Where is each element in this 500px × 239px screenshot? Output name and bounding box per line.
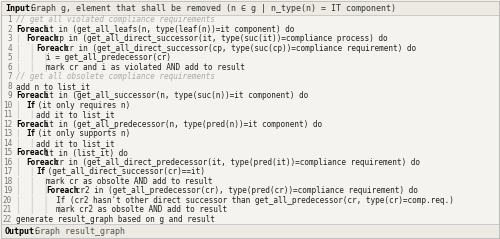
Text: |  |  |: | | |: [16, 53, 58, 62]
Text: Foreach: Foreach: [16, 120, 48, 129]
Text: 18: 18: [3, 177, 12, 186]
Text: |  |: | |: [16, 139, 44, 148]
Text: 8: 8: [8, 82, 12, 91]
Text: |  |  |  |: | | | |: [16, 205, 72, 214]
Text: Graph g, element that shall be removed (n ∈ g | n_type(n) = IT component): Graph g, element that shall be removed (…: [26, 4, 396, 12]
Text: 13: 13: [3, 129, 12, 138]
Text: 14: 14: [3, 139, 12, 148]
Text: If: If: [26, 129, 36, 138]
Text: generate result_graph based on g and result: generate result_graph based on g and res…: [16, 215, 215, 224]
Text: add it to list_it: add it to list_it: [36, 110, 115, 119]
Text: 19: 19: [3, 186, 12, 195]
Text: mark cr as obsolte AND add to result: mark cr as obsolte AND add to result: [46, 177, 212, 186]
Bar: [1, 1, 499, 15]
Text: cr2 in (get_all_predecessor(cr), type(pred(cr))=compliance requirement) do: cr2 in (get_all_predecessor(cr), type(pr…: [70, 186, 418, 195]
Text: mark cr and i as violated AND add to result: mark cr and i as violated AND add to res…: [46, 63, 245, 72]
Text: cr in (get_all_direct_predecessor(it, type(pred(it))=compliance requirement) do: cr in (get_all_direct_predecessor(it, ty…: [50, 158, 420, 167]
Text: it in (get_all_predecessor(n, type(pred(n))=it component) do: it in (get_all_predecessor(n, type(pred(…: [40, 120, 322, 129]
Text: Output:: Output:: [5, 227, 40, 235]
Text: Foreach: Foreach: [46, 186, 78, 195]
Text: Foreach: Foreach: [36, 44, 68, 53]
Text: 17: 17: [3, 167, 12, 176]
Text: 9: 9: [8, 91, 12, 100]
Text: |  |  |  |: | | | |: [16, 196, 72, 205]
Text: Foreach: Foreach: [16, 148, 48, 157]
Text: Graph result_graph: Graph result_graph: [30, 227, 125, 235]
Text: it in (get_all_leafs(n, type(leaf(n))=it component) do: it in (get_all_leafs(n, type(leaf(n))=it…: [40, 25, 294, 34]
Text: If: If: [26, 101, 36, 110]
Text: 5: 5: [8, 53, 12, 62]
Text: mark cr2 as obsolte AND add to result: mark cr2 as obsolte AND add to result: [56, 205, 228, 214]
Text: |: |: [16, 101, 30, 110]
Text: Foreach: Foreach: [26, 158, 58, 167]
Text: 21: 21: [3, 205, 12, 214]
Text: |: |: [16, 129, 30, 138]
Bar: [1, 224, 499, 238]
Text: 6: 6: [8, 63, 12, 72]
Text: |: |: [16, 158, 30, 167]
Text: 3: 3: [8, 34, 12, 43]
Text: If (cr2 hasn't other direct successor than get_all_predecessor(cr, type(cr)=comp: If (cr2 hasn't other direct successor th…: [56, 196, 454, 205]
Text: // get all violated compliance requirements: // get all violated compliance requireme…: [16, 15, 215, 24]
Text: |  |  |: | | |: [16, 177, 58, 186]
Text: cp in (get_all_direct_successor(it, type(suc(it))=compliance process) do: cp in (get_all_direct_successor(it, type…: [50, 34, 388, 43]
Text: Foreach: Foreach: [26, 34, 58, 43]
Text: i = get_all_predecessor(cr): i = get_all_predecessor(cr): [46, 53, 171, 62]
Text: 16: 16: [3, 158, 12, 167]
Text: cr in (get_all_direct_successor(cp, type(suc(cp))=compliance requirement) do: cr in (get_all_direct_successor(cp, type…: [60, 44, 416, 53]
Text: 20: 20: [3, 196, 12, 205]
Text: it in (list_it) do: it in (list_it) do: [40, 148, 128, 157]
Text: 11: 11: [3, 110, 12, 119]
Text: |  |: | |: [16, 44, 44, 53]
Text: 15: 15: [3, 148, 12, 157]
Text: add n to list_it: add n to list_it: [16, 82, 90, 91]
Text: 4: 4: [8, 44, 12, 53]
Text: (it only requires n): (it only requires n): [33, 101, 130, 110]
Text: Input:: Input:: [5, 4, 35, 12]
Text: (it only supports n): (it only supports n): [33, 129, 130, 138]
Text: it in (get_all_successor(n, type(suc(n))=it component) do: it in (get_all_successor(n, type(suc(n))…: [40, 91, 308, 100]
Text: Foreach: Foreach: [16, 91, 48, 100]
Text: (get_all_direct_successor(cr)==it): (get_all_direct_successor(cr)==it): [43, 167, 205, 176]
Text: 12: 12: [3, 120, 12, 129]
Text: 10: 10: [3, 101, 12, 110]
Text: |  |  |: | | |: [16, 186, 58, 195]
Text: |: |: [16, 34, 30, 43]
Text: |  |: | |: [16, 110, 44, 119]
Text: 22: 22: [3, 215, 12, 224]
Text: 7: 7: [8, 72, 12, 81]
Text: 2: 2: [8, 25, 12, 34]
Text: |  |: | |: [16, 167, 44, 176]
Text: // get all obsolete compliance requirements: // get all obsolete compliance requireme…: [16, 72, 215, 81]
Text: If: If: [36, 167, 46, 176]
Text: add it to list_it: add it to list_it: [36, 139, 115, 148]
Text: |  |  |: | | |: [16, 63, 58, 72]
Text: 1: 1: [8, 15, 12, 24]
Text: Foreach: Foreach: [16, 25, 48, 34]
